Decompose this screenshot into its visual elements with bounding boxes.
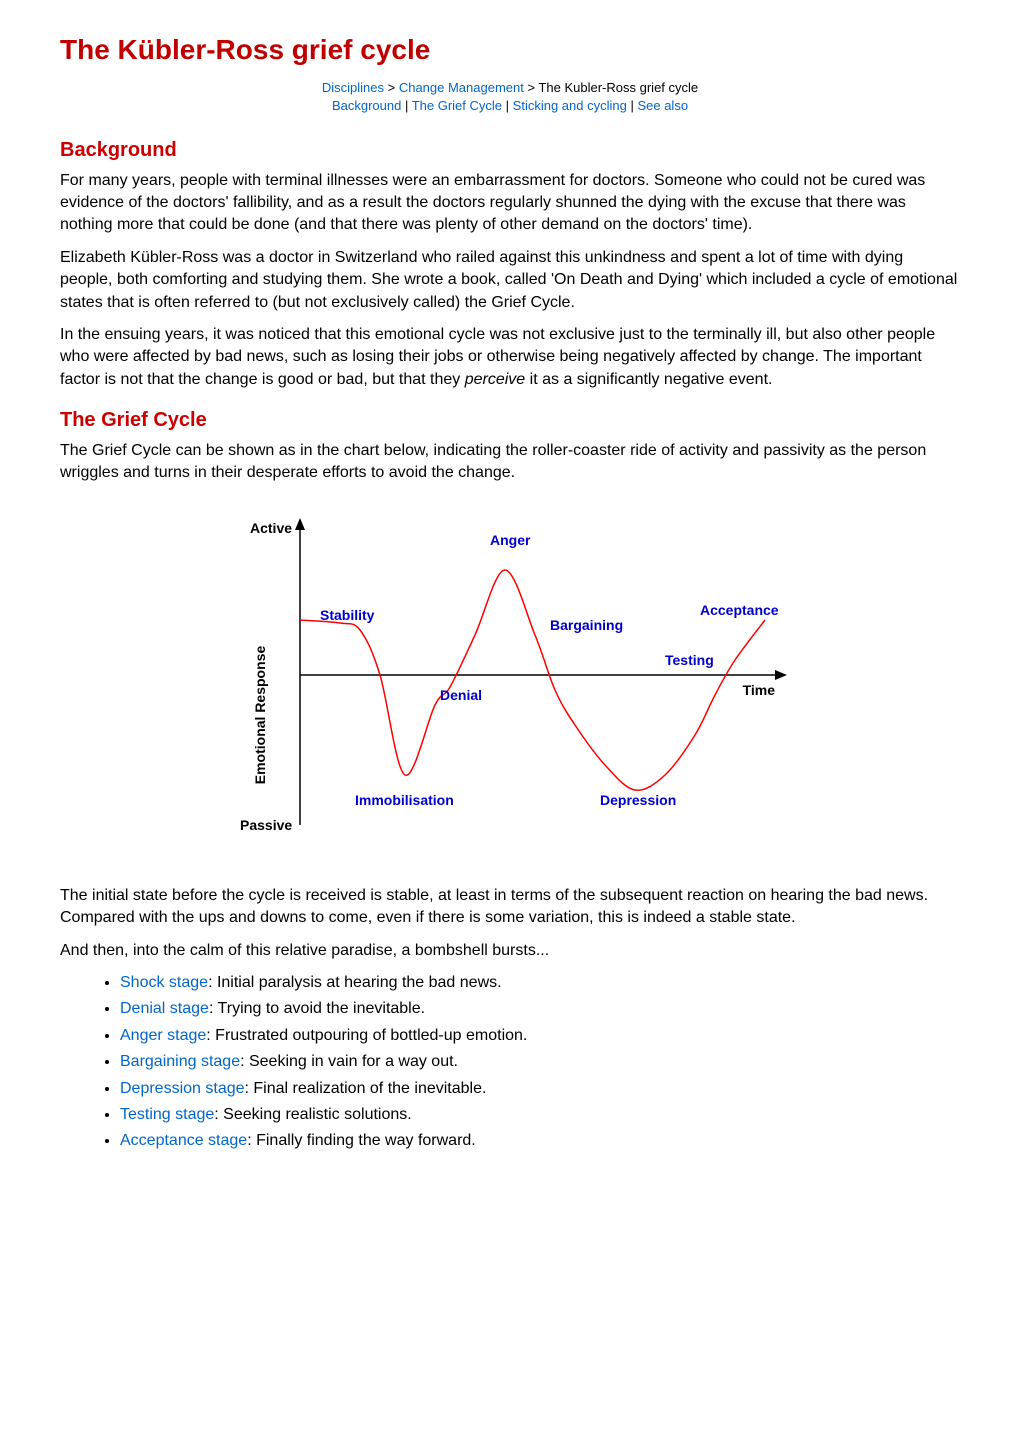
heading-grief-cycle: The Grief Cycle — [60, 406, 960, 434]
stage-link-depression[interactable]: Depression stage — [120, 1080, 245, 1097]
svg-text:Anger: Anger — [490, 532, 531, 548]
svg-text:Stability: Stability — [320, 607, 375, 623]
background-p1: For many years, people with terminal ill… — [60, 170, 960, 237]
breadcrumb-link-sticking[interactable]: Sticking and cycling — [513, 98, 627, 113]
list-item: Anger stage: Frustrated outpouring of bo… — [120, 1025, 960, 1047]
svg-text:Denial: Denial — [440, 687, 482, 703]
breadcrumb-current: The Kubler-Ross grief cycle — [538, 80, 698, 95]
background-p3: In the ensuing years, it was noticed tha… — [60, 324, 960, 391]
list-item: Shock stage: Initial paralysis at hearin… — [120, 972, 960, 994]
breadcrumb-link-background[interactable]: Background — [332, 98, 401, 113]
list-item: Denial stage: Trying to avoid the inevit… — [120, 998, 960, 1020]
svg-text:Immobilisation: Immobilisation — [355, 792, 454, 808]
svg-text:Depression: Depression — [600, 792, 676, 808]
breadcrumb-link-see-also[interactable]: See also — [637, 98, 688, 113]
stage-link-bargaining[interactable]: Bargaining stage — [120, 1053, 240, 1070]
breadcrumb: Disciplines > Change Management > The Ku… — [60, 79, 960, 115]
breadcrumb-disciplines[interactable]: Disciplines — [322, 80, 384, 95]
stage-link-denial[interactable]: Denial stage — [120, 1000, 209, 1017]
background-p2: Elizabeth Kübler-Ross was a doctor in Sw… — [60, 247, 960, 314]
breadcrumb-change-management[interactable]: Change Management — [399, 80, 524, 95]
stage-link-acceptance[interactable]: Acceptance stage — [120, 1132, 247, 1149]
svg-text:Active: Active — [250, 520, 292, 536]
list-item: Bargaining stage: Seeking in vain for a … — [120, 1051, 960, 1073]
stage-link-testing[interactable]: Testing stage — [120, 1106, 214, 1123]
list-item: Testing stage: Seeking realistic solutio… — [120, 1104, 960, 1126]
heading-background: Background — [60, 136, 960, 164]
page-title: The Kübler-Ross grief cycle — [60, 30, 960, 69]
list-item: Depression stage: Final realization of t… — [120, 1078, 960, 1100]
grief-cycle-chart: Active Passive Emotional Response Time Stabi… — [60, 505, 960, 845]
grief-cycle-p2: The initial state before the cycle is re… — [60, 885, 960, 930]
svg-text:Testing: Testing — [665, 652, 714, 668]
svg-text:Acceptance: Acceptance — [700, 602, 779, 618]
svg-text:Emotional Response: Emotional Response — [252, 645, 268, 784]
stage-list: Shock stage: Initial paralysis at hearin… — [120, 972, 960, 1153]
breadcrumb-link-grief-cycle[interactable]: The Grief Cycle — [412, 98, 502, 113]
grief-cycle-p3: And then, into the calm of this relative… — [60, 940, 960, 962]
stage-link-shock[interactable]: Shock stage — [120, 974, 208, 991]
stage-link-anger[interactable]: Anger stage — [120, 1027, 206, 1044]
list-item: Acceptance stage: Finally finding the wa… — [120, 1130, 960, 1152]
grief-cycle-p1: The Grief Cycle can be shown as in the c… — [60, 440, 960, 485]
svg-text:Passive: Passive — [240, 817, 292, 833]
svg-text:Time: Time — [743, 682, 776, 698]
svg-text:Bargaining: Bargaining — [550, 617, 623, 633]
